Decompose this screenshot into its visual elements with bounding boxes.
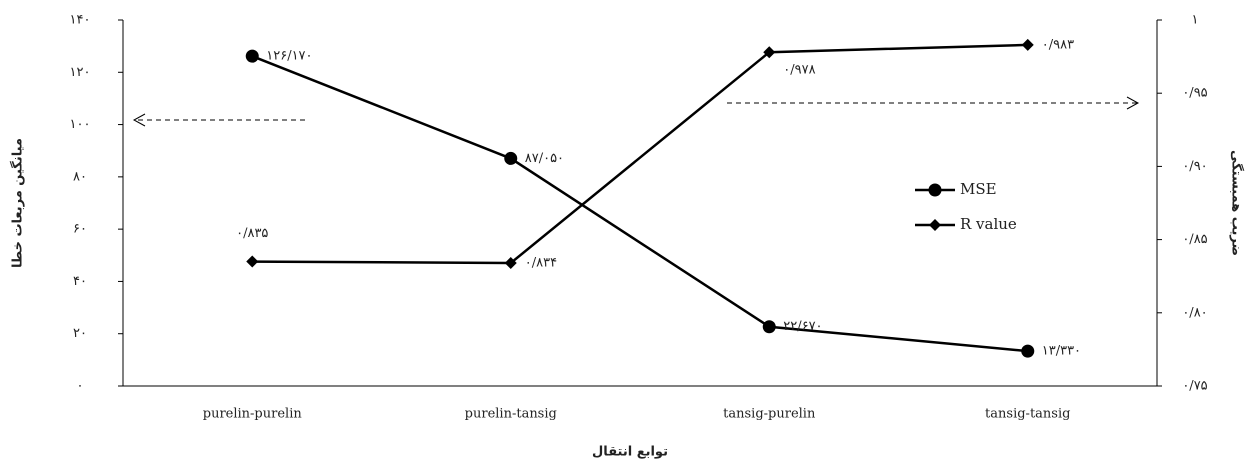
y-tick-label: ۴۰: [73, 274, 87, 289]
data-point: [245, 49, 259, 63]
data-point: [504, 151, 518, 165]
series-line: [252, 43, 1028, 265]
data-label: ۱۲۶/۱۷۰: [266, 49, 312, 64]
data-label: ۱۳/۳۳۰: [1042, 344, 1081, 359]
data-point: [763, 46, 776, 59]
y2-tick-label: ۰/۹۰: [1182, 159, 1207, 174]
data-point: [762, 320, 776, 334]
x-tick-label: purelin-tansig: [465, 407, 557, 422]
y2-tick-label: ۰/۹۵: [1182, 86, 1207, 101]
y2-tick-label: ۰/۸۰: [1182, 305, 1207, 320]
y-tick-label: ۱۰۰: [70, 117, 91, 132]
y2-axis-title: ضریب همبستگی: [1229, 150, 1245, 256]
y-tick-label: ۱۲۰: [70, 65, 91, 80]
y2-tick-label: ۱: [1192, 13, 1199, 28]
series-line: [251, 54, 1028, 353]
legend-marker: [928, 183, 942, 197]
y-tick-label: ۱۴۰: [70, 13, 91, 28]
y2-tick-label: ۰/۸۵: [1182, 232, 1207, 247]
x-axis-title: توابع انتقال: [592, 445, 668, 460]
data-label: ۰/۹۸۳: [1042, 37, 1074, 52]
x-tick-label: tansig-purelin: [723, 407, 816, 422]
x-tick-label: tansig-tansig: [985, 407, 1070, 422]
data-label: ۰/۹۷۸: [783, 63, 815, 78]
y-tick-label: ۶۰: [73, 222, 87, 237]
data-point: [1021, 38, 1034, 51]
data-label: ۰/۸۳۴: [525, 256, 557, 271]
legend-label: MSE: [960, 180, 997, 198]
data-point: [246, 255, 259, 268]
legend-label: R value: [960, 215, 1017, 233]
y-tick-label: ۸۰: [73, 169, 87, 184]
y2-tick-label: ۰/۷۵: [1182, 379, 1207, 394]
x-tick-label: purelin-purelin: [203, 407, 303, 422]
y-tick-label: ۰: [77, 379, 84, 394]
data-label: ۲۲/۶۷۰: [783, 319, 822, 334]
data-point: [1021, 344, 1035, 358]
y-tick-label: ۲۰: [73, 326, 87, 341]
data-label: ۰/۸۳۵: [236, 226, 268, 241]
data-point: [504, 257, 517, 270]
legend-marker: [929, 219, 941, 231]
data-label: ۸۷/۰۵۰: [525, 151, 564, 166]
y-axis-title: میانگین مربعات خطا: [10, 138, 26, 268]
